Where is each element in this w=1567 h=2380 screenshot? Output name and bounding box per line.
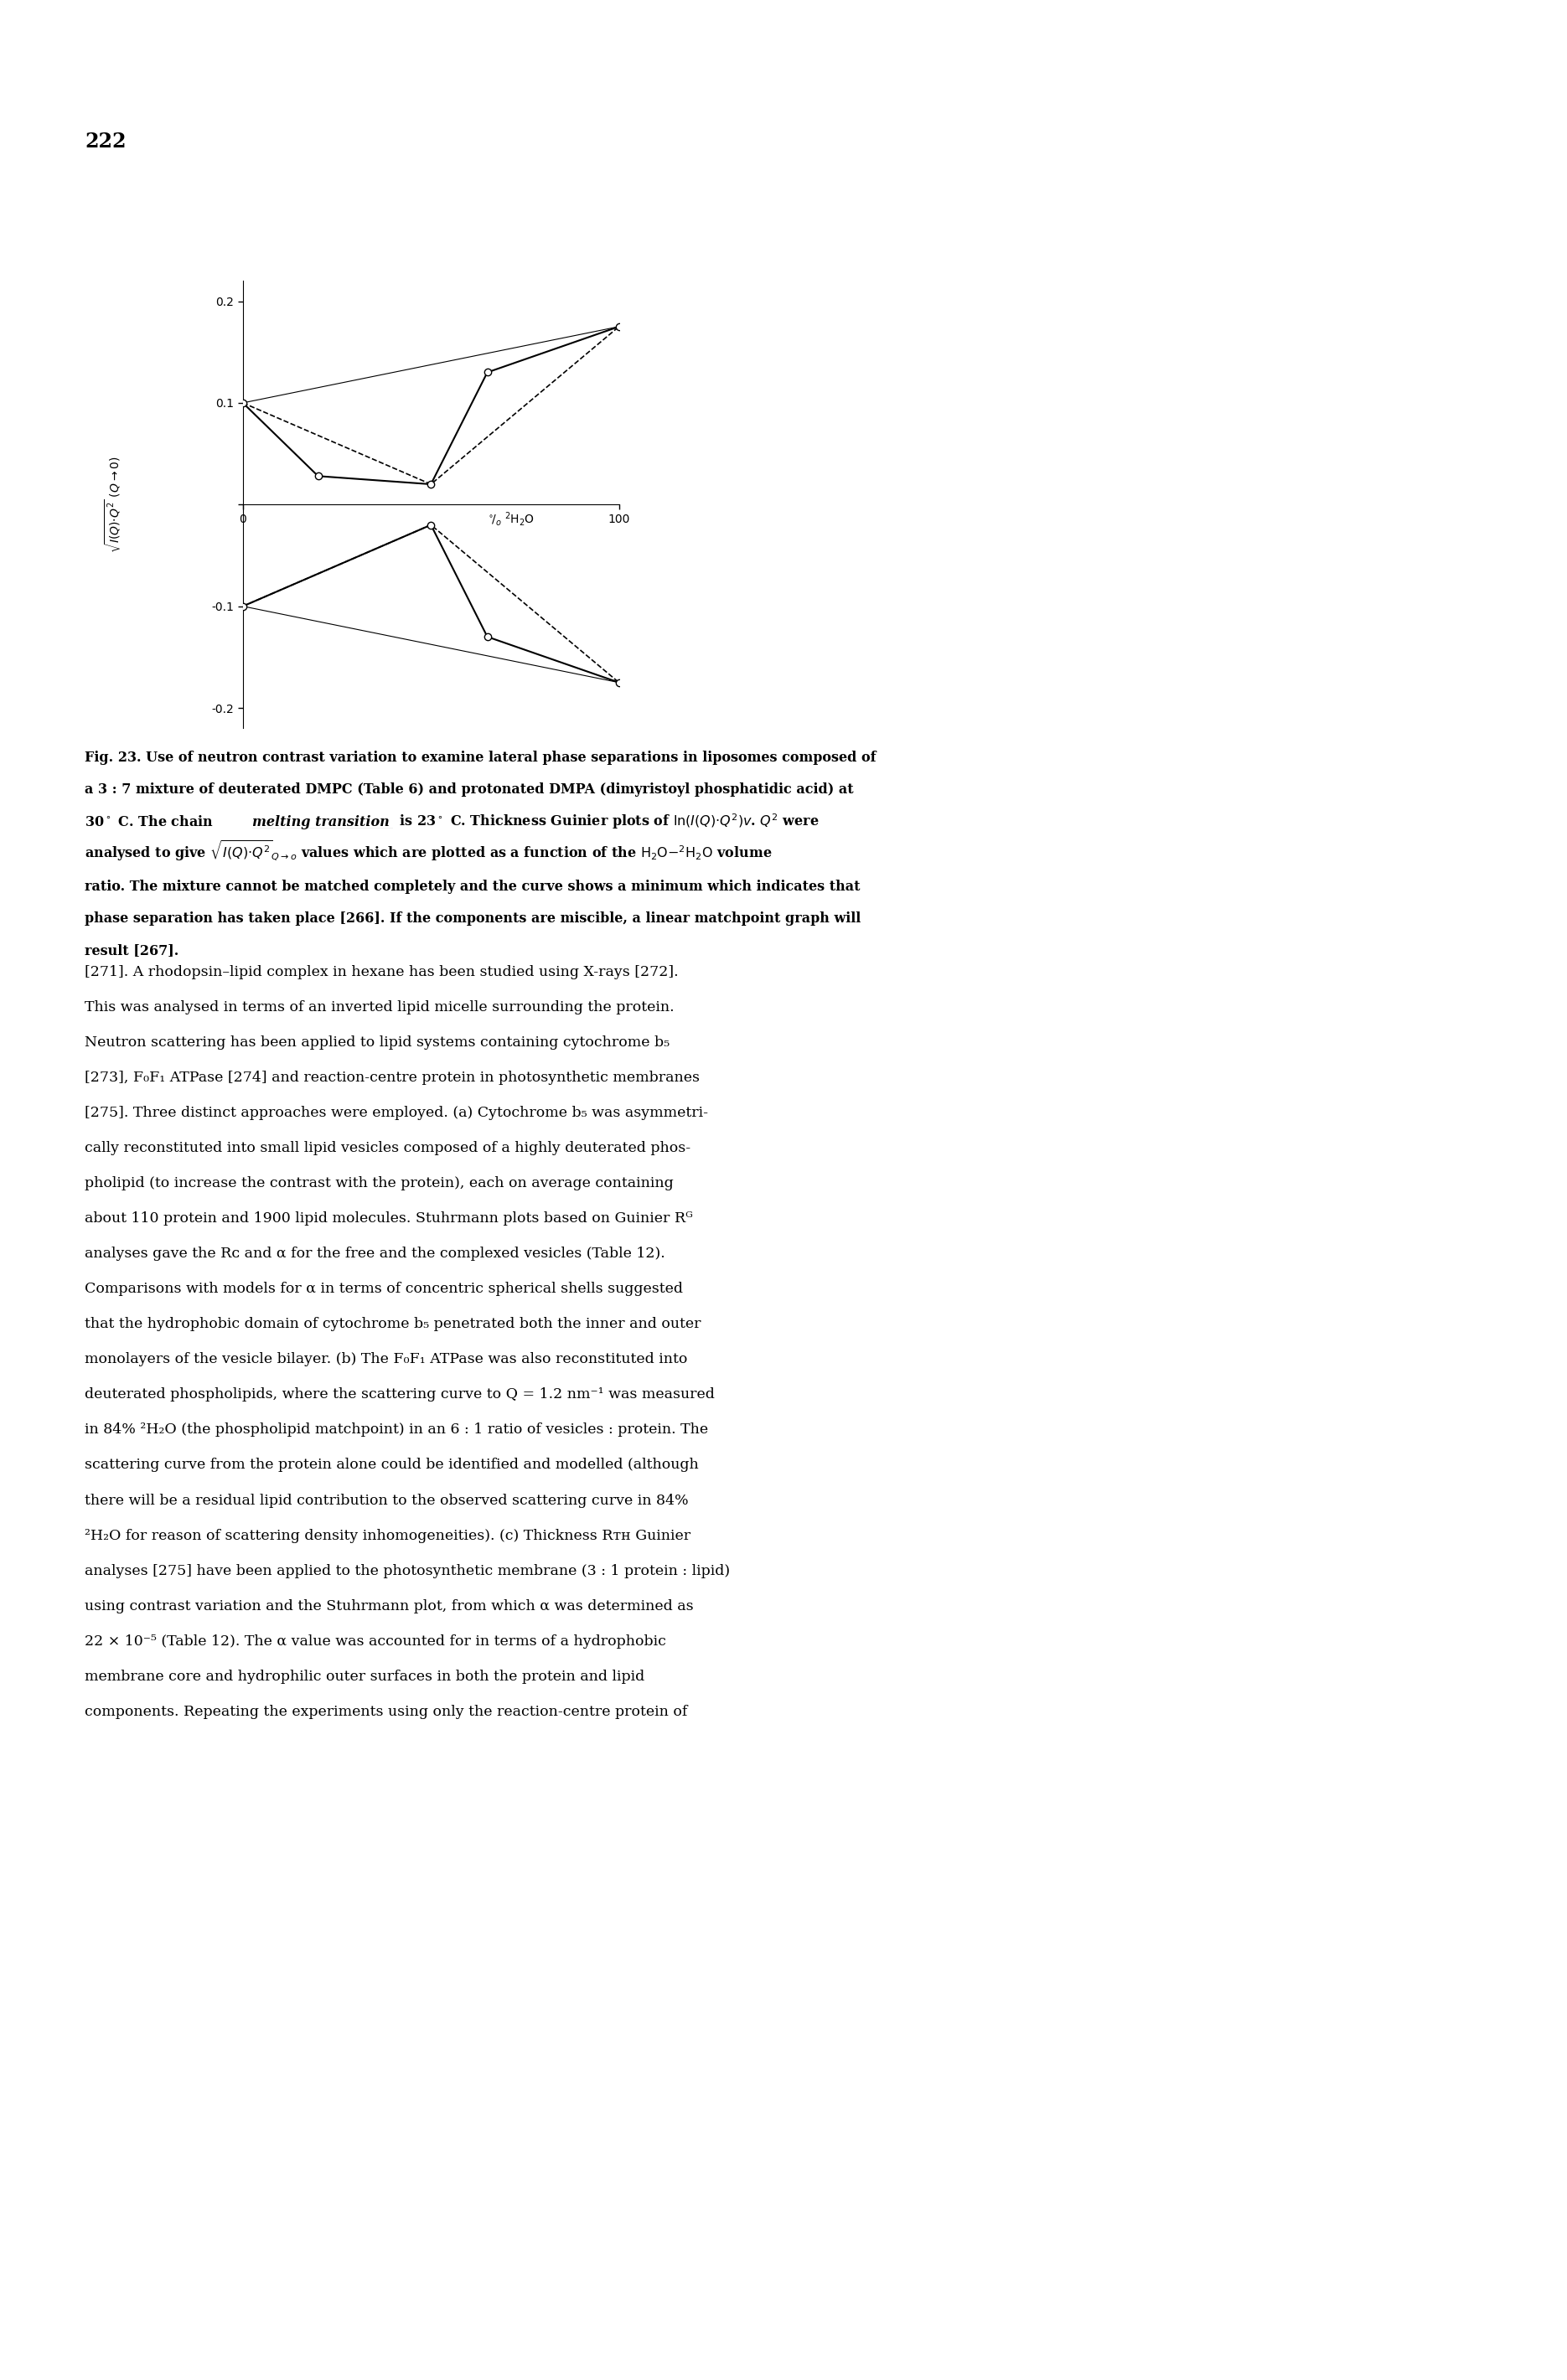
Text: components. Repeating the experiments using only the reaction-centre protein of: components. Repeating the experiments us… [85, 1704, 688, 1718]
Text: melting transition: melting transition [252, 814, 390, 828]
Text: [273], F₀F₁ ATPase [274] and reaction-centre protein in photosynthetic membranes: [273], F₀F₁ ATPase [274] and reaction-ce… [85, 1071, 700, 1085]
Text: phase separation has taken place [266]. If the components are miscible, a linear: phase separation has taken place [266]. … [85, 912, 860, 926]
Text: a 3 : 7 mixture of deuterated DMPC (Table 6) and protonated DMPA (dimyristoyl ph: a 3 : 7 mixture of deuterated DMPC (Tabl… [85, 783, 854, 797]
Text: membrane core and hydrophilic outer surfaces in both the protein and lipid: membrane core and hydrophilic outer surf… [85, 1668, 644, 1683]
Text: scattering curve from the protein alone could be identified and modelled (althou: scattering curve from the protein alone … [85, 1459, 699, 1473]
Text: cally reconstituted into small lipid vesicles composed of a highly deuterated ph: cally reconstituted into small lipid ves… [85, 1140, 691, 1154]
Text: in 84% ²H₂O (the phospholipid matchpoint) in an 6 : 1 ratio of vesicles : protei: in 84% ²H₂O (the phospholipid matchpoint… [85, 1423, 708, 1438]
Text: using contrast variation and the Stuhrmann plot, from which α was determined as: using contrast variation and the Stuhrma… [85, 1599, 694, 1614]
Text: is 23$^\circ$ C. Thickness Guinier plots of $\mathrm{ln}(I(Q){\cdot}Q^2)v$. $Q^2: is 23$^\circ$ C. Thickness Guinier plots… [395, 812, 820, 831]
Text: there will be a residual lipid contribution to the observed scattering curve in : there will be a residual lipid contribut… [85, 1492, 688, 1507]
Text: Comparisons with models for α in terms of concentric spherical shells suggested: Comparisons with models for α in terms o… [85, 1283, 683, 1297]
Text: ratio. The mixture cannot be matched completely and the curve shows a minimum wh: ratio. The mixture cannot be matched com… [85, 878, 860, 893]
Text: 222: 222 [85, 131, 125, 152]
Text: analysed to give $\sqrt{I(Q){\cdot}Q^2}_{Q\rightarrow o}$ values which are plott: analysed to give $\sqrt{I(Q){\cdot}Q^2}_… [85, 838, 773, 864]
Text: about 110 protein and 1900 lipid molecules. Stuhrmann plots based on Guinier Rᴳ: about 110 protein and 1900 lipid molecul… [85, 1211, 693, 1226]
Text: ²H₂O for reason of scattering density inhomogeneities). (c) Thickness Rᴛʜ Guinie: ²H₂O for reason of scattering density in… [85, 1528, 691, 1542]
Text: $^{\circ}\!/_{o}\ {}^{2}\mathrm{H}_{2}\mathrm{O}$: $^{\circ}\!/_{o}\ {}^{2}\mathrm{H}_{2}\m… [487, 509, 534, 528]
Text: deuterated phospholipids, where the scattering curve to Q = 1.2 nm⁻¹ was measure: deuterated phospholipids, where the scat… [85, 1388, 715, 1402]
Text: monolayers of the vesicle bilayer. (b) The F₀F₁ ATPase was also reconstituted in: monolayers of the vesicle bilayer. (b) T… [85, 1352, 688, 1366]
Text: pholipid (to increase the contrast with the protein), each on average containing: pholipid (to increase the contrast with … [85, 1176, 674, 1190]
Text: $\sqrt{I(Q){\cdot}Q^2}\ (Q{\rightarrow}0)$: $\sqrt{I(Q){\cdot}Q^2}\ (Q{\rightarrow}0… [103, 457, 122, 552]
Text: analyses gave the Rᴄ and α for the free and the complexed vesicles (Table 12).: analyses gave the Rᴄ and α for the free … [85, 1247, 664, 1261]
Text: Neutron scattering has been applied to lipid systems containing cytochrome b₅: Neutron scattering has been applied to l… [85, 1035, 669, 1050]
Text: [271]. A rhodopsin–lipid complex in hexane has been studied using X-rays [272].: [271]. A rhodopsin–lipid complex in hexa… [85, 964, 679, 978]
Text: This was analysed in terms of an inverted lipid micelle surrounding the protein.: This was analysed in terms of an inverte… [85, 1000, 674, 1014]
Text: [275]. Three distinct approaches were employed. (a) Cytochrome b₅ was asymmetri-: [275]. Three distinct approaches were em… [85, 1107, 708, 1121]
Text: result [267].: result [267]. [85, 942, 179, 957]
Text: 22 × 10⁻⁵ (Table 12). The α value was accounted for in terms of a hydrophobic: 22 × 10⁻⁵ (Table 12). The α value was ac… [85, 1635, 666, 1649]
Text: analyses [275] have been applied to the photosynthetic membrane (3 : 1 protein :: analyses [275] have been applied to the … [85, 1564, 730, 1578]
Text: Fig. 23. Use of neutron contrast variation to examine lateral phase separations : Fig. 23. Use of neutron contrast variati… [85, 750, 876, 764]
Text: 30$^\circ$ C. The chain: 30$^\circ$ C. The chain [85, 814, 215, 828]
Text: that the hydrophobic domain of cytochrome b₅ penetrated both the inner and outer: that the hydrophobic domain of cytochrom… [85, 1316, 700, 1330]
